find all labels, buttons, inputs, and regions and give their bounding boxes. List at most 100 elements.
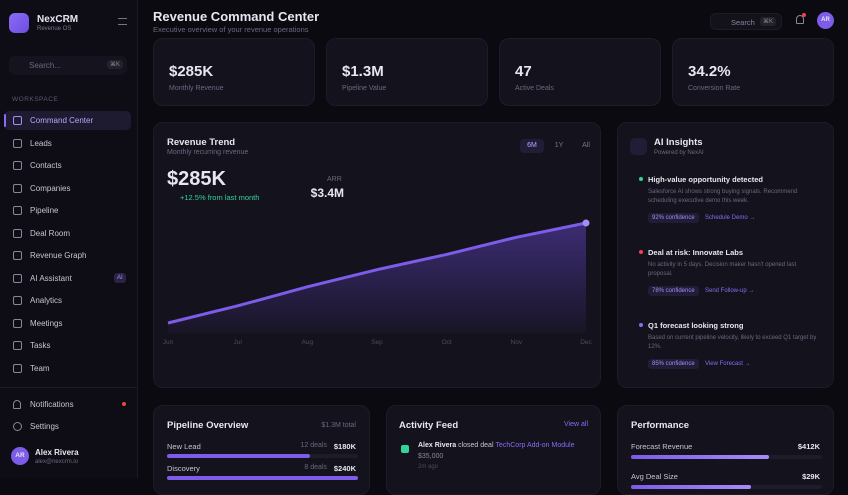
kpi-value: $1.3M <box>342 63 384 80</box>
card-subtitle: Monthly recurring revenue <box>167 149 249 156</box>
metric-value: $412K <box>797 442 820 451</box>
stage-deals: 12 deals <box>300 442 327 449</box>
nav-item[interactable]: Pipeline <box>4 201 131 220</box>
nav-item[interactable]: Contacts <box>4 156 131 175</box>
sidebar-search[interactable]: Search... ⌘K <box>9 56 127 75</box>
nav-item[interactable]: AI Assistant AI <box>4 269 131 288</box>
nav-label: Tasks <box>30 341 51 350</box>
nav-icon <box>13 183 22 193</box>
nav-icon <box>13 422 22 431</box>
card-title: Revenue Trend <box>167 137 236 148</box>
stage-deals: 8 deals <box>304 464 327 471</box>
nav-label: Team <box>30 363 50 373</box>
sidebar <box>0 0 138 478</box>
nav-notifications[interactable]: Notifications <box>4 395 131 414</box>
kpi-label: Pipeline Value <box>342 85 387 92</box>
card-title: Performance <box>631 420 690 431</box>
kpi-card: $1.3M Pipeline Value <box>326 38 488 106</box>
view-all[interactable]: View all <box>564 421 588 428</box>
nav-item[interactable]: Companies <box>4 179 131 198</box>
activity-actor: Alex Rivera <box>418 442 457 449</box>
page-title: Revenue Command Center <box>153 9 320 24</box>
search-placeholder: Search... <box>29 61 62 70</box>
stage-name: New Lead <box>167 442 201 451</box>
activity-text: Alex Rivera closed deal TechCorp Add-on … <box>418 442 574 449</box>
nav-label: Companies <box>30 183 71 193</box>
nav-label: Settings <box>30 422 59 431</box>
insight-action[interactable]: View Forecast → <box>705 361 751 367</box>
trend-chart <box>167 219 590 333</box>
nav-icon <box>13 161 22 170</box>
confidence-chip: 92% confidence <box>648 213 699 223</box>
brand-sub: Revenue OS <box>37 26 72 32</box>
ai-icon <box>630 138 647 155</box>
x-tick-label: Jun <box>162 339 174 346</box>
trend-value: $285K <box>167 168 226 190</box>
nav-item[interactable]: Deal Room <box>4 224 131 243</box>
insight-text: No activity in 5 days. Decision maker ha… <box>648 262 797 277</box>
insight-dot <box>639 177 643 181</box>
activity-deal[interactable]: TechCorp Add-on Module <box>495 442 575 449</box>
user-email: alex@nexcrm.io <box>35 459 79 465</box>
nav-settings[interactable]: Settings <box>4 417 131 436</box>
nav-label: AI Assistant <box>30 273 72 283</box>
nav-label: Pipeline <box>30 206 59 215</box>
card-title: AI Insights <box>654 137 703 148</box>
nav-icon <box>13 318 22 328</box>
section-label: WORKSPACE <box>12 96 59 103</box>
nav-item[interactable]: Tasks <box>4 336 131 355</box>
arr-value: $3.4M <box>310 186 344 200</box>
nav-item[interactable]: Leads <box>4 134 131 153</box>
nav-icon <box>13 296 22 305</box>
insight-title: High-value opportunity detected <box>648 175 764 184</box>
range-tab[interactable]: All <box>582 142 590 149</box>
insight-action[interactable]: Schedule Demo → <box>705 215 756 221</box>
nav-label: Leads <box>30 138 52 148</box>
nav-label: Notifications <box>30 400 74 409</box>
search-key: ⌘K <box>106 60 123 69</box>
nav-icon <box>13 228 22 238</box>
nav-item[interactable]: Meetings <box>4 314 131 333</box>
header-avatar[interactable]: AR <box>817 12 834 29</box>
menu-toggle[interactable] <box>118 18 127 25</box>
stage-name: Discovery <box>167 464 200 473</box>
brand: NexCRM <box>37 14 79 25</box>
kpi-label: Monthly Revenue <box>169 85 224 92</box>
range-tab[interactable]: 6M <box>520 139 544 153</box>
card-title: Activity Feed <box>399 420 459 431</box>
x-tick-label: Jul <box>233 339 242 346</box>
revenue-trend-card: Revenue Trend Monthly recurring revenue 6M… <box>153 122 601 388</box>
kpi-card: $285K Monthly Revenue <box>153 38 315 106</box>
nav-label: Contacts <box>30 161 62 170</box>
performance-card: Performance Forecast Revenue $412K Avg Deal… <box>617 405 834 495</box>
insight-title: Q1 forecast looking strong <box>648 321 744 330</box>
logo <box>9 13 29 33</box>
kpi-value: 47 <box>515 63 532 80</box>
nav-icon <box>13 138 22 148</box>
header-search[interactable]: Search ⌘K <box>710 13 782 30</box>
nav-item[interactable]: Analytics <box>4 291 131 310</box>
nav-item[interactable]: Team <box>4 359 131 378</box>
nav-icon <box>13 341 22 350</box>
kpi-value: $285K <box>169 63 214 80</box>
stage-value: $180K <box>333 442 356 451</box>
pipeline-card: Pipeline Overview $1.3M total New Lead 12 d… <box>153 405 370 495</box>
activity-card: Activity Feed View all Alex Rivera closed … <box>386 405 601 495</box>
insight-action[interactable]: Send Follow-up → <box>705 288 755 294</box>
range-tab[interactable]: 1Y <box>554 142 564 149</box>
trend-endpoint <box>582 219 590 227</box>
x-tick-label: Nov <box>510 339 523 346</box>
nav-icon <box>13 251 22 260</box>
nav-item[interactable]: Revenue Graph <box>4 246 131 265</box>
insight-dot <box>639 323 643 327</box>
kpi-value: 34.2% <box>688 63 731 80</box>
bell[interactable] <box>796 15 804 24</box>
nav-icon <box>13 206 22 215</box>
notification-dot <box>122 402 126 406</box>
nav-item[interactable]: Command Center <box>4 111 131 130</box>
stage-bar <box>167 476 358 480</box>
insight-title: Deal at risk: Innovate Labs <box>648 248 744 257</box>
metric-name: Forecast Revenue <box>631 442 693 451</box>
user-avatar[interactable]: AR <box>11 447 29 465</box>
ai-badge: AI <box>114 272 126 283</box>
